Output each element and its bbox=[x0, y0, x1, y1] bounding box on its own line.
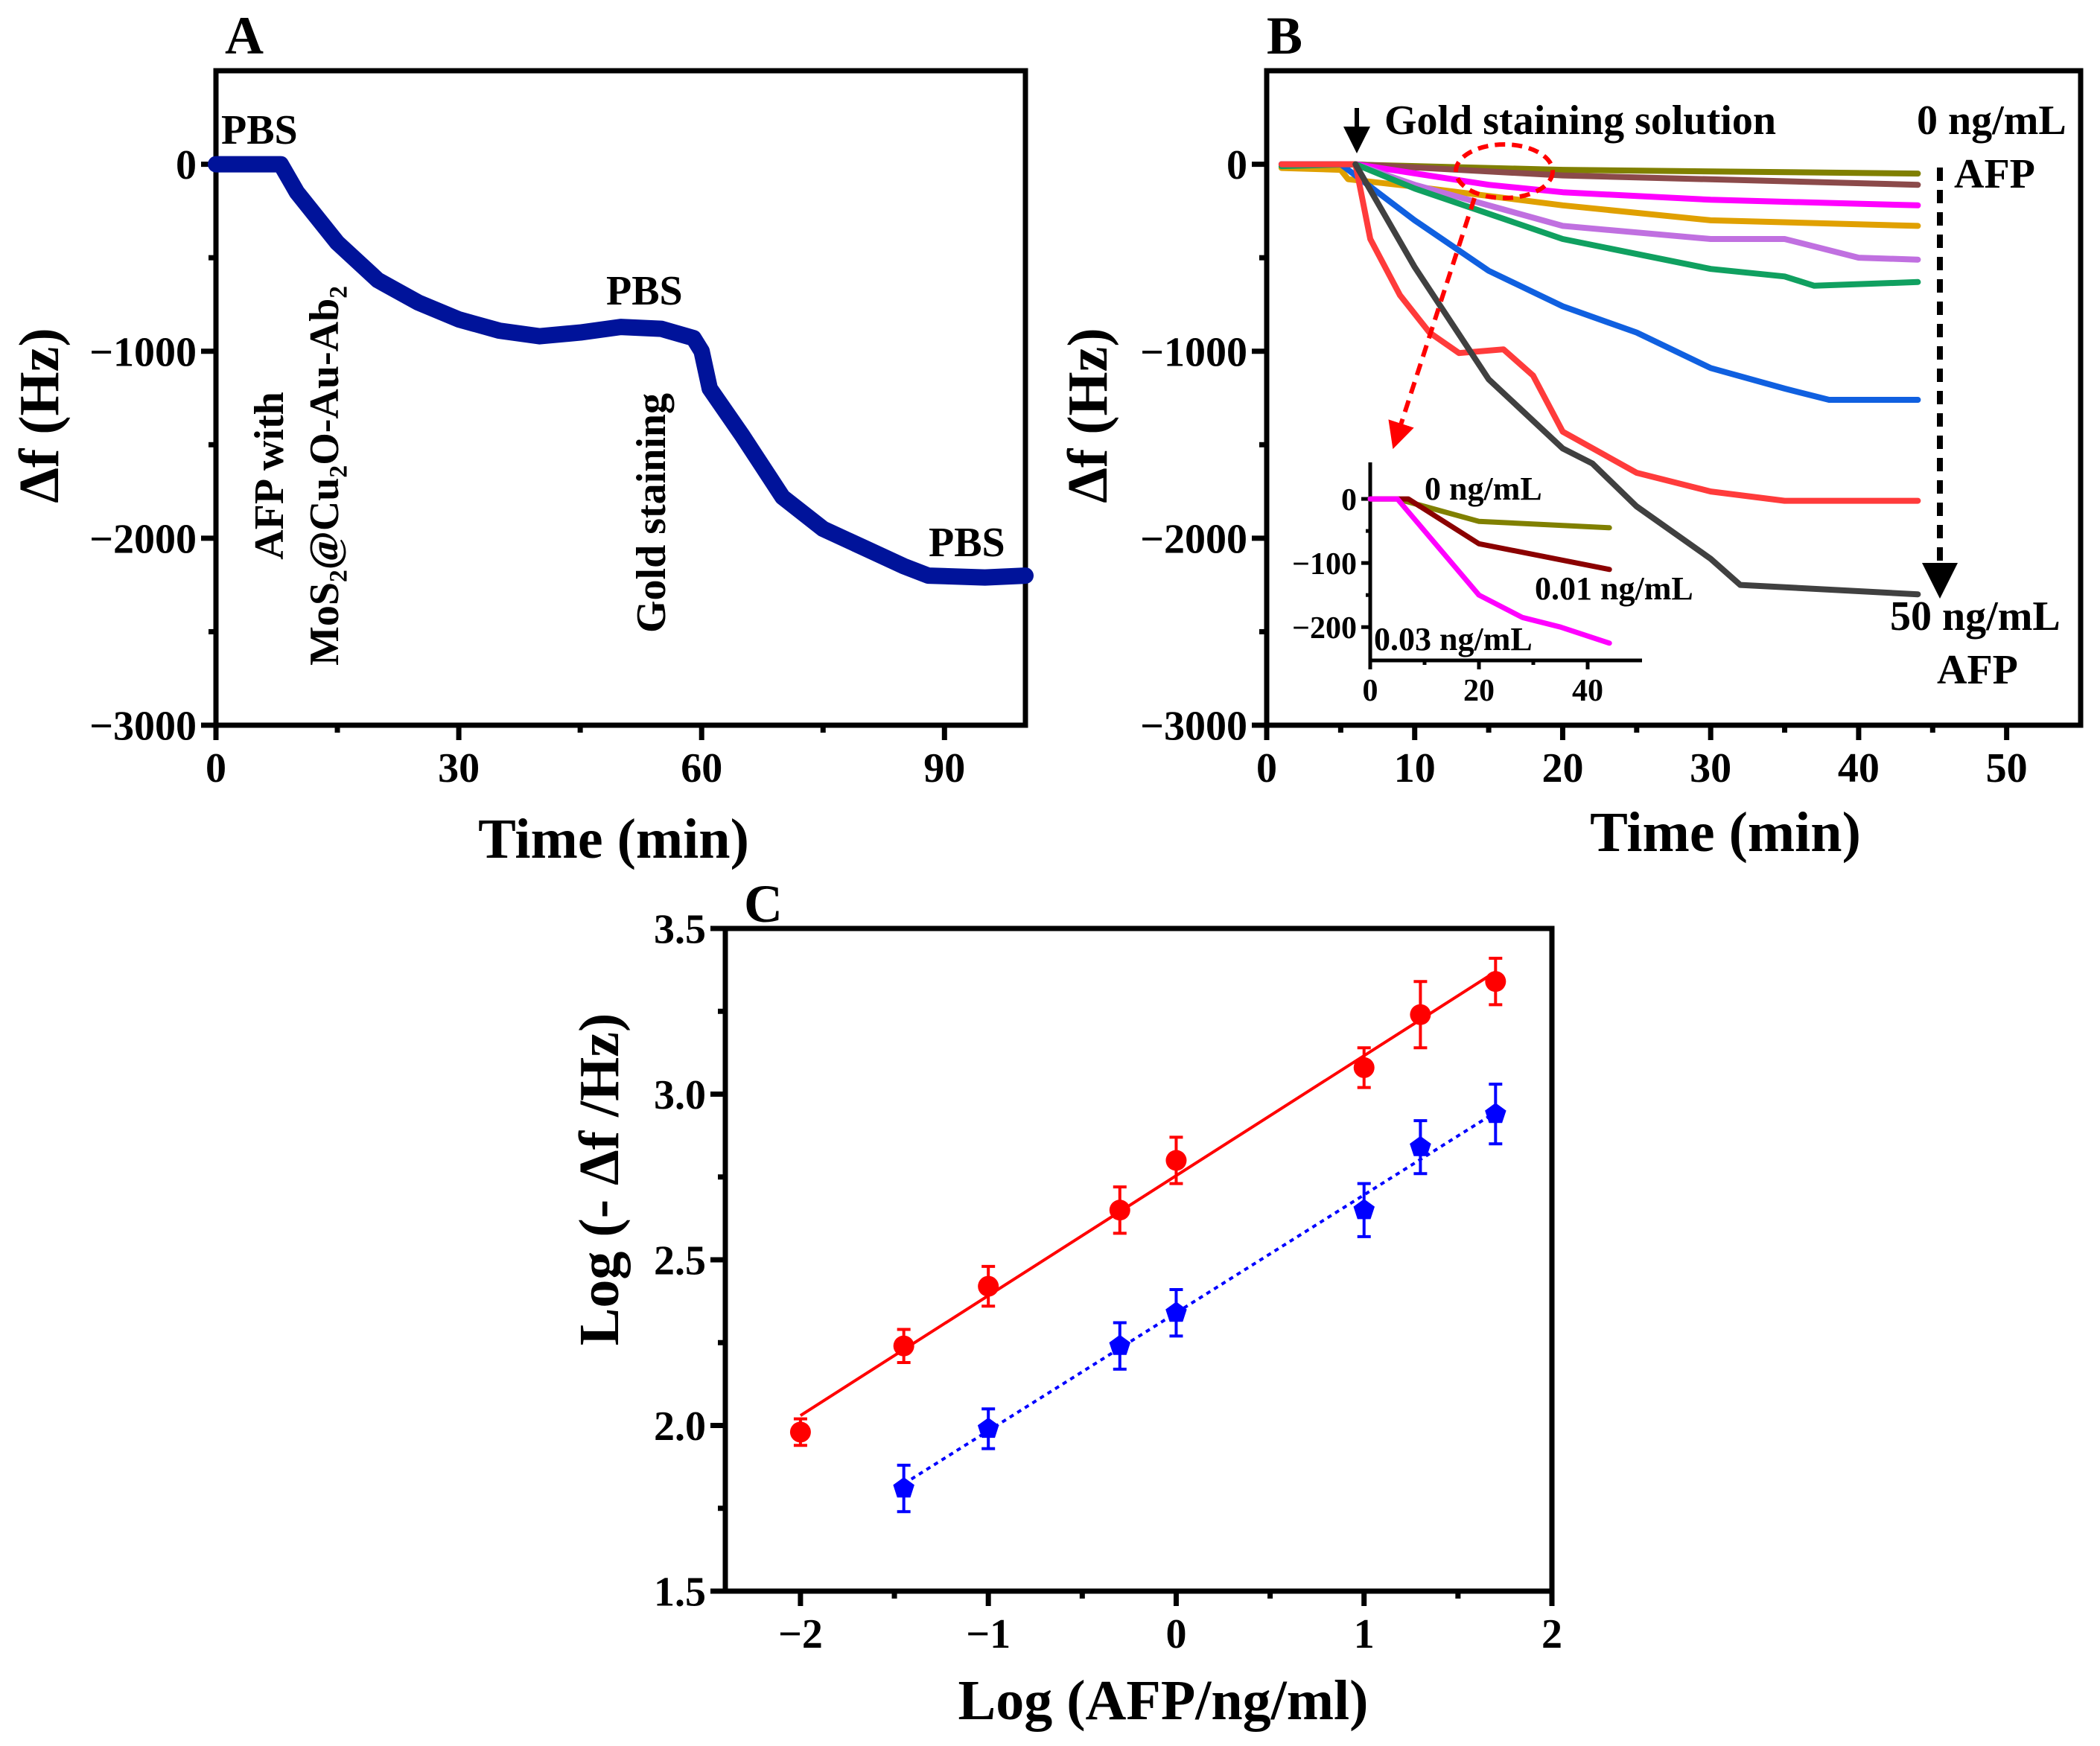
fit-line bbox=[799, 970, 1497, 1417]
annotation-gold-staining: Gold staining bbox=[629, 393, 675, 633]
data-point bbox=[789, 1421, 811, 1443]
y-tick-label: −1000 bbox=[89, 329, 197, 375]
annotation-top-afp: AFP bbox=[1954, 151, 2035, 197]
annotation-gold-solution: Gold staining solution bbox=[1384, 98, 1776, 144]
data-point bbox=[1165, 1150, 1187, 1171]
y-tick-label: −3000 bbox=[89, 704, 197, 750]
y-tick-label: 0 bbox=[176, 142, 197, 188]
data-point bbox=[1485, 971, 1506, 993]
x-tick-label: 0 bbox=[1165, 1611, 1186, 1657]
panel-c-y-title: Log (- Δf /Hz) bbox=[568, 1013, 631, 1346]
x-tick-label: 30 bbox=[1690, 745, 1731, 791]
panel-b: 0 10 20 30 40 500−1000−2000−3000 bbox=[1140, 68, 2084, 791]
x-tick-label: −2 bbox=[778, 1611, 823, 1657]
annotation-bottom-afp: AFP bbox=[1937, 647, 2018, 693]
y-tick-label: 0 bbox=[1341, 483, 1357, 517]
annotation-bottom-conc: 50 ng/mL bbox=[1890, 593, 2061, 640]
series-line bbox=[1278, 161, 1921, 289]
x-tick-label: 50 bbox=[1986, 745, 2028, 791]
x-tick-label: 0 bbox=[1256, 745, 1277, 791]
y-tick-label: 1.5 bbox=[654, 1570, 706, 1616]
zoom-region-ellipse bbox=[1454, 142, 1555, 200]
y-tick-label: −2000 bbox=[89, 516, 197, 562]
y-tick-label: −3000 bbox=[1140, 704, 1247, 750]
data-point bbox=[1485, 1103, 1506, 1124]
panel-a-y-title: Δf (Hz) bbox=[8, 328, 71, 503]
inset-label-003: 0.03 ng/mL bbox=[1374, 621, 1533, 657]
data-point bbox=[978, 1275, 999, 1297]
data-point bbox=[893, 1335, 914, 1357]
x-tick-label: 1 bbox=[1354, 1611, 1375, 1657]
y-tick-label: −1000 bbox=[1140, 329, 1247, 375]
data-point bbox=[1353, 1199, 1375, 1220]
annotation-pbs-3: PBS bbox=[929, 520, 1005, 566]
y-tick-label: −200 bbox=[1292, 611, 1357, 646]
x-tick-label: 60 bbox=[681, 745, 722, 791]
panel-b-y-title: Δf (Hz) bbox=[1057, 328, 1119, 503]
x-tick-label: 40 bbox=[1572, 674, 1603, 708]
y-tick-label: 2.5 bbox=[654, 1238, 706, 1284]
panel-a-letter: A bbox=[225, 6, 264, 66]
plot-frame bbox=[213, 68, 1028, 728]
series-line bbox=[1367, 496, 1612, 646]
data-point bbox=[1410, 1135, 1431, 1156]
inset-label-001: 0.01 ng/mL bbox=[1535, 570, 1693, 607]
data-point bbox=[1410, 1004, 1431, 1025]
data-point bbox=[1353, 1057, 1375, 1078]
x-tick-label: 2 bbox=[1541, 1611, 1562, 1657]
data-point bbox=[893, 1477, 914, 1498]
data-point bbox=[1165, 1301, 1187, 1322]
y-tick-label: −2000 bbox=[1140, 516, 1247, 562]
y-tick-label: 3.0 bbox=[654, 1072, 706, 1118]
panel-c-x-title: Log (AFP/ng/ml) bbox=[958, 1669, 1369, 1732]
x-tick-label: 20 bbox=[1463, 674, 1495, 708]
data-point bbox=[1109, 1199, 1130, 1221]
x-tick-label: −1 bbox=[966, 1611, 1011, 1657]
x-tick-label: 40 bbox=[1838, 745, 1880, 791]
annotation-conjugate: MoS₂@Cu₂O-Au-Ab₂ bbox=[302, 286, 348, 666]
series-line bbox=[1352, 161, 1921, 263]
series-line bbox=[1352, 161, 1921, 598]
annotation-pbs-2: PBS bbox=[606, 268, 683, 314]
panel-b-inset: 0 20 40 0 −100 −200 bbox=[1292, 462, 1642, 708]
y-tick-label: 3.5 bbox=[654, 907, 706, 953]
y-tick-label: 0 bbox=[1226, 142, 1247, 188]
panel-a: 0 30 60 90 0 −1000 −2000 −3000 bbox=[89, 68, 1034, 791]
x-tick-label: 30 bbox=[438, 745, 480, 791]
panel-c-letter: C bbox=[744, 874, 783, 934]
data-point bbox=[1109, 1334, 1130, 1355]
series-line bbox=[208, 156, 1034, 586]
panel-b-x-title: Time (min) bbox=[1590, 801, 1861, 864]
inset-label-0: 0 ng/mL bbox=[1425, 471, 1542, 507]
x-tick-label: 20 bbox=[1541, 745, 1583, 791]
series-line bbox=[1278, 161, 1921, 403]
panel-a-x-title: Time (min) bbox=[478, 808, 749, 870]
zoom-arrow-icon bbox=[1388, 197, 1477, 450]
panel-c: −2 −1 0 1 2 1.5 2.0 2.5 3.0 3.5 bbox=[654, 907, 1562, 1657]
plot-frame bbox=[722, 925, 1555, 1594]
y-tick-label: 2.0 bbox=[654, 1404, 706, 1450]
x-tick-label: 90 bbox=[923, 745, 965, 791]
annotation-afp-with: AFP with bbox=[246, 392, 293, 560]
data-point bbox=[977, 1418, 999, 1438]
x-tick-label: 10 bbox=[1394, 745, 1436, 791]
series-line bbox=[1278, 161, 1921, 504]
x-tick-label: 0 bbox=[1363, 674, 1378, 708]
annotation-top-conc: 0 ng/mL bbox=[1917, 98, 2066, 144]
fit-line bbox=[903, 1111, 1497, 1485]
x-tick-label: 0 bbox=[206, 745, 226, 791]
y-tick-label: −100 bbox=[1292, 547, 1357, 582]
annotation-pbs-1: PBS bbox=[221, 107, 298, 153]
panel-b-letter: B bbox=[1267, 6, 1302, 66]
plot-frame bbox=[1264, 68, 2084, 728]
